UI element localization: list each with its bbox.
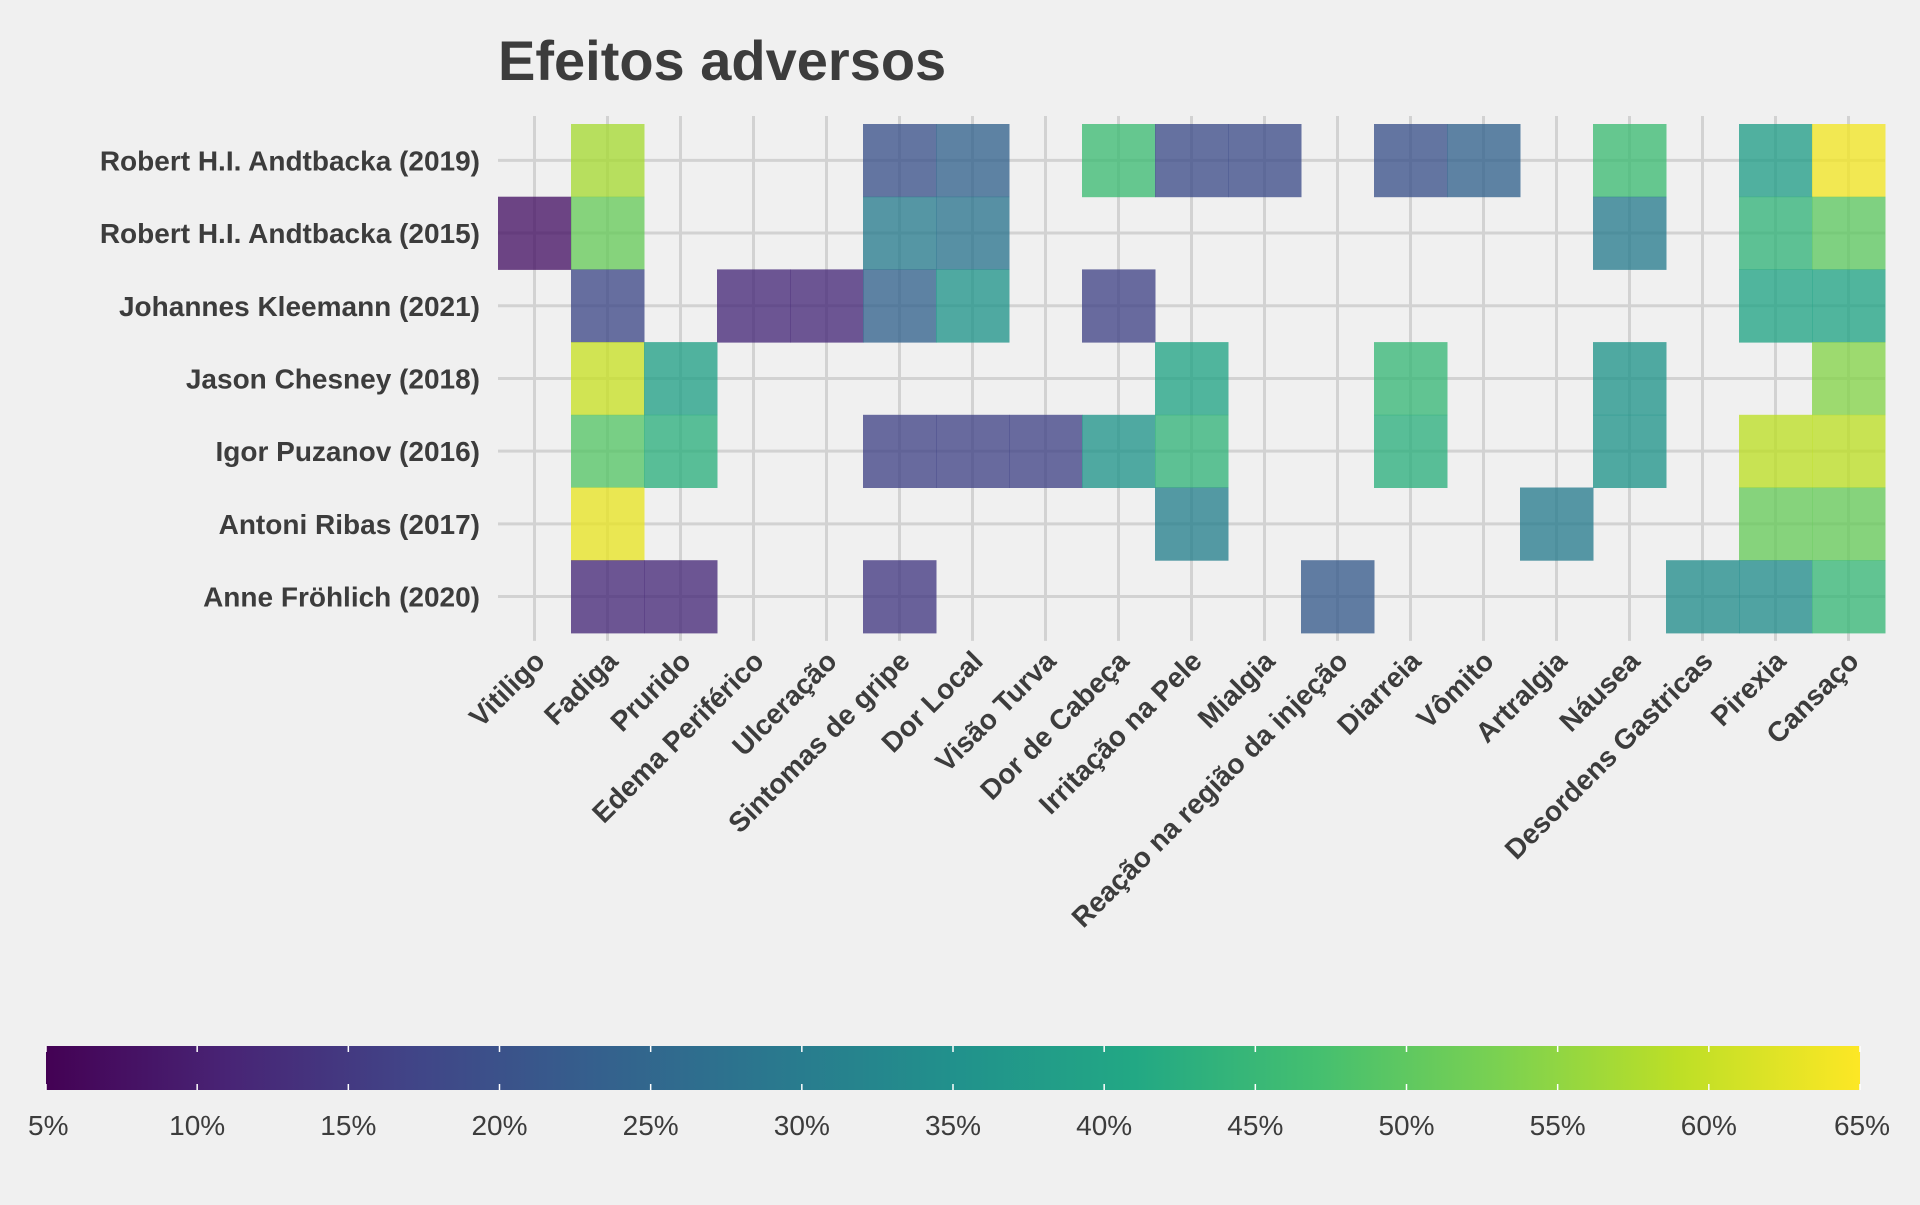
heatmap-cells <box>498 124 1886 634</box>
y-tick-label-johannes-kleemann-2021: Johannes Kleemann (2021) <box>119 291 480 322</box>
colorbar-tick-label: 55% <box>1530 1110 1586 1141</box>
heatmap-cell <box>790 269 864 343</box>
heatmap-cell <box>863 196 937 270</box>
heatmap-cell <box>936 196 1010 270</box>
heatmap-cell <box>1812 342 1886 416</box>
heatmap-cell <box>1155 342 1229 416</box>
heatmap-cell <box>1082 124 1156 198</box>
colorbar-tick-label: 50% <box>1378 1110 1434 1141</box>
heatmap-cell <box>571 124 645 198</box>
y-tick-label-jason-chesney-2018: Jason Chesney (2018) <box>186 363 480 394</box>
heatmap-cell <box>1739 269 1813 343</box>
heatmap-cell <box>571 196 645 270</box>
colorbar-tick-label: 60% <box>1681 1110 1737 1141</box>
colorbar-tick-label: 30% <box>774 1110 830 1141</box>
heatmap-cell <box>571 269 645 343</box>
heatmap-cell <box>863 124 937 198</box>
heatmap-cell <box>1301 560 1375 634</box>
heatmap-cell <box>571 342 645 416</box>
heatmap-cell <box>1593 196 1667 270</box>
y-tick-label-antoni-ribas-2017: Antoni Ribas (2017) <box>219 509 480 540</box>
colorbar-tick-label: 35% <box>925 1110 981 1141</box>
heatmap-cell <box>1739 487 1813 561</box>
heatmap-cell <box>1739 196 1813 270</box>
colorbar-tick-label: 20% <box>471 1110 527 1141</box>
heatmap-cell <box>571 560 645 634</box>
heatmap-cell <box>1082 269 1156 343</box>
heatmap-cell <box>1593 414 1667 488</box>
heatmap-cell <box>1155 414 1229 488</box>
y-tick-label-robert-h-i-andtbacka-2015: Robert H.I. Andtbacka (2015) <box>100 218 480 249</box>
heatmap-cell <box>1812 560 1886 634</box>
y-tick-label-anne-frohlich-2020: Anne Fröhlich (2020) <box>203 582 480 613</box>
heatmap-cell <box>1739 560 1813 634</box>
heatmap-cell <box>936 269 1010 343</box>
heatmap-cell <box>1520 487 1594 561</box>
heatmap-cell <box>1812 196 1886 270</box>
heatmap-cell <box>1593 342 1667 416</box>
y-tick-label-igor-puzanov-2016: Igor Puzanov (2016) <box>215 436 480 467</box>
colorbar-tick-label: 65% <box>1834 1110 1890 1141</box>
heatmap-cell <box>1812 124 1886 198</box>
heatmap-cell <box>863 269 937 343</box>
colorbar-tick-label: 15% <box>320 1110 376 1141</box>
heatmap-cell <box>1812 414 1886 488</box>
heatmap-cell <box>1812 487 1886 561</box>
heatmap-cell <box>863 414 937 488</box>
chart-title: Efeitos adversos <box>498 29 946 92</box>
heatmap-cell <box>1739 124 1813 198</box>
heatmap-cell <box>1374 414 1448 488</box>
heatmap-cell <box>644 414 718 488</box>
colorbar-tick-label: 40% <box>1076 1110 1132 1141</box>
colorbar-tick-label: 25% <box>623 1110 679 1141</box>
y-tick-labels: Robert H.I. Andtbacka (2019) Robert H.I. … <box>100 145 480 612</box>
heatmap-cell <box>498 196 572 270</box>
heatmap-cell <box>863 560 937 634</box>
heatmap-cell <box>644 560 718 634</box>
heatmap-cell <box>936 414 1010 488</box>
heatmap-cell <box>1009 414 1083 488</box>
heatmap-cell <box>1447 124 1521 198</box>
colorbar-ticks: 5% 10% 15% 20% 25% 30% 35% 40% 45% 50% 55% 60% 65% <box>28 1046 1890 1141</box>
heatmap-cell <box>936 124 1010 198</box>
heatmap-cell <box>1739 414 1813 488</box>
heatmap-cell <box>1082 414 1156 488</box>
heatmap-cell <box>1374 124 1448 198</box>
heatmap-cell <box>571 414 645 488</box>
colorbar-gradient <box>46 1046 1860 1090</box>
heatmap-cell <box>571 487 645 561</box>
heatmap-cell <box>644 342 718 416</box>
colorbar-tick-label: 45% <box>1227 1110 1283 1141</box>
colorbar: 5% 10% 15% 20% 25% 30% 35% 40% 45% 50% 55% 60% 65% <box>28 1046 1890 1141</box>
heatmap-cell <box>1666 560 1740 634</box>
heatmap-cell <box>1593 124 1667 198</box>
colorbar-tick-label: 10% <box>169 1110 225 1141</box>
y-tick-label-robert-h-i-andtbacka-2019: Robert H.I. Andtbacka (2019) <box>100 145 480 176</box>
heatmap-cell <box>1155 124 1229 198</box>
heatmap-cell <box>1374 342 1448 416</box>
colorbar-tick-label: 5% <box>28 1110 68 1141</box>
heatmap-cell <box>1812 269 1886 343</box>
heatmap-cell <box>1228 124 1302 198</box>
x-tick-label-vitiligo: Vitiligo <box>463 645 551 733</box>
heatmap-cell <box>717 269 791 343</box>
heatmap-cell <box>1155 487 1229 561</box>
